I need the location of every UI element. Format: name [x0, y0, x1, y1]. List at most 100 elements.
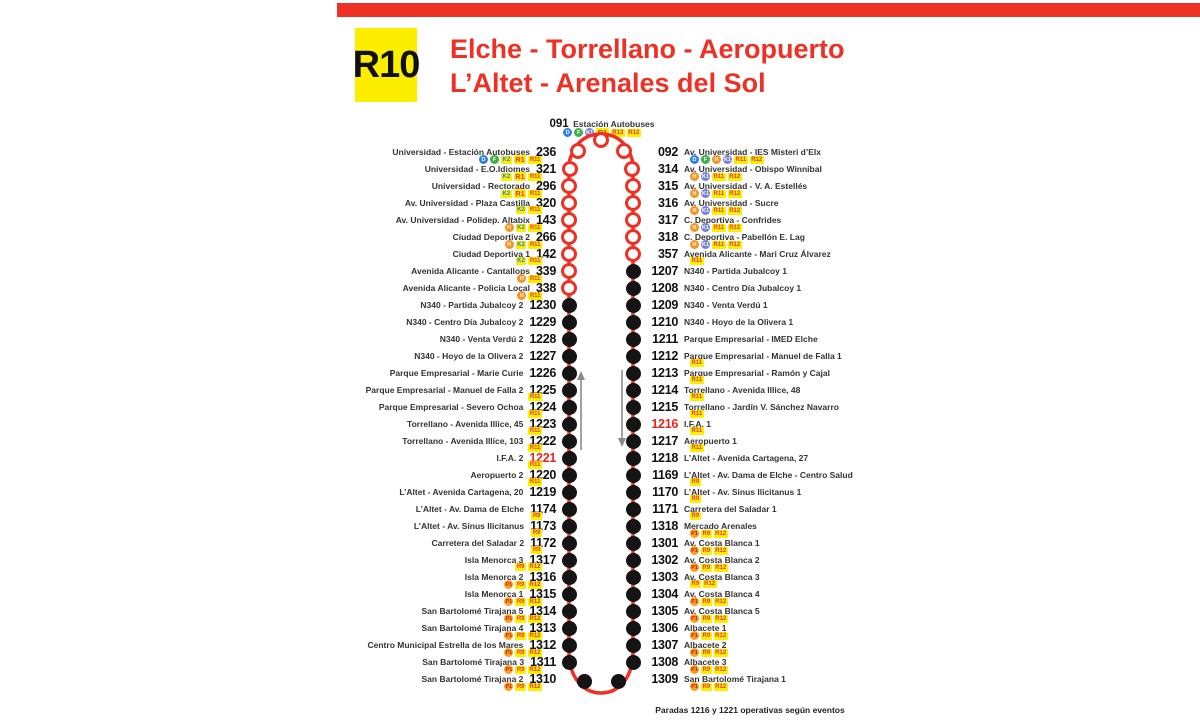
- line-code: R10: [352, 43, 421, 86]
- stop-name: Avenida Alicante - Mari Cruz Álvarez: [684, 249, 831, 259]
- line-badge-r11: R11: [528, 172, 542, 181]
- stop-number: 1230: [529, 298, 556, 312]
- line-badge-r12: R12: [713, 665, 728, 674]
- badge-row: P1 R9 R12: [690, 665, 728, 674]
- stop-number: 315: [658, 179, 678, 193]
- badge-row: K2 R11: [515, 257, 542, 265]
- line-badge-r12: R12: [527, 580, 542, 589]
- stop-row-1229: N340 - Centro Día Jubalcoy 2 1229: [300, 313, 556, 331]
- stop-number: 092: [658, 145, 678, 159]
- stop-name: Torrellano - Avenida Illice, 103: [402, 436, 524, 446]
- stop-name: Parque Empresarial - Manuel de Falla 2: [365, 385, 524, 395]
- stop-row-1217: 1217 Aeropuerto 1 R11: [646, 432, 986, 452]
- stop-row-1174: L’Altet - Av. Dama de Elche 1174 R9: [300, 500, 556, 520]
- stop-name: C. Deportiva - Pabellón E. Lag: [684, 232, 805, 242]
- stop-row-357: 357 Avenida Alicante - Mari Cruz Álvarez R…: [646, 245, 986, 265]
- stop-row-1220: Aeropuerto 2 1220 R11: [300, 466, 556, 486]
- stop-name: Torrellano - Avenida Illice, 48: [684, 385, 801, 395]
- line-badge-p1: P1: [690, 648, 699, 657]
- stop-node-1306: [625, 620, 641, 636]
- line-badge-r11: R11: [712, 189, 726, 198]
- line-badge-h: H: [504, 240, 514, 249]
- line-badge-k1: K1: [701, 240, 710, 249]
- stop-row-142: Ciudad Deportiva 1 142 K2 R11: [300, 245, 556, 265]
- line-badge-h: H: [690, 206, 699, 215]
- badge-row: R11: [528, 427, 542, 435]
- terminus-name: Estación Autobuses: [573, 119, 655, 129]
- badge-row: P1 R9 R12: [504, 597, 542, 606]
- stop-node-1314: [561, 603, 577, 619]
- stop-node-1208: [625, 280, 641, 296]
- stop-node-1317: [561, 552, 577, 568]
- stop-row-318: 318 C. Deportiva - Pabellón E. Lag H K1 R11 R…: [646, 228, 986, 249]
- stop-name: Isla Menorca 2: [464, 572, 524, 582]
- line-badge-r11: R11: [690, 427, 704, 435]
- stop-node-1313: [561, 620, 577, 636]
- line-badge-r12: R12: [527, 597, 542, 606]
- stop-name: Universidad - Estación Autobuses: [392, 147, 531, 157]
- line-badge-r11: R11: [734, 155, 748, 164]
- stop-number: 1217: [651, 434, 678, 448]
- stop-row-1215: 1215 Torrellano - Jardín V. Sánchez Navar…: [646, 398, 986, 418]
- route-title-line1: Elche - Torrellano - Aeropuerto: [450, 34, 845, 64]
- stop-name: Aeropuerto 1: [684, 436, 737, 446]
- stop-name: C. Deportiva - Confrides: [684, 215, 782, 225]
- stop-number: 1305: [651, 604, 678, 618]
- stop-node-1316: [561, 569, 577, 585]
- stop-name: San Bartolomé Tirajana 2: [421, 674, 524, 684]
- stop-row-1228: N340 - Venta Verdú 2 1228: [300, 330, 557, 348]
- stop-row-1315: Isla Menorca 1 1315 P1 R9 R12: [300, 585, 556, 606]
- line-badge-r9: R9: [690, 580, 701, 588]
- stop-node-315: [625, 178, 641, 194]
- line-code-box: R10: [352, 28, 421, 102]
- line-badge-h: H: [517, 291, 527, 300]
- stop-name: L’Altet - Avenida Cartagena, 20: [399, 487, 524, 497]
- line-badge-r12: R12: [713, 529, 728, 538]
- line-badge-k2: K2: [515, 257, 527, 265]
- stop-row-320: Av. Universidad - Plaza Castilla 320 K2 R11: [300, 194, 556, 214]
- badge-row: P1 R9 R12: [690, 682, 728, 691]
- line-badge-p1: P1: [690, 682, 699, 691]
- line-badge-r9: R9: [701, 648, 712, 657]
- stop-row-1304: 1304 Av. Costa Blanca 4 P1 R9 R12: [646, 585, 986, 606]
- badge-row: R9 R12: [690, 580, 717, 588]
- line-badge-k1: K1: [723, 155, 732, 164]
- stop-number: 1218: [651, 451, 678, 465]
- line-badge-k2: K2: [501, 155, 512, 164]
- badge-row: P1 R9 R12: [690, 529, 728, 538]
- stop-name: I.F.A. 1: [684, 419, 711, 429]
- line-badge-r1: R1: [513, 155, 527, 164]
- line-badge-h: H: [690, 240, 699, 249]
- stop-name: Av. Universidad - Obispo Winnibal: [684, 164, 822, 174]
- stop-name: Ciudad Deportiva 1: [452, 249, 531, 259]
- line-badge-r12: R12: [527, 665, 542, 674]
- line-badge-h: H: [690, 189, 699, 198]
- badge-row: R11: [690, 410, 704, 418]
- stop-row-1301: 1301 Av. Costa Blanca 1 P1 R9 R12: [646, 534, 986, 555]
- footer-note: Paradas 1216 y 1221 operativas según eve…: [655, 705, 845, 715]
- stop-name: Av. Costa Blanca 4: [684, 589, 760, 599]
- badge-row: H K1 R11 R12: [690, 206, 742, 215]
- line-badge-f: F: [701, 155, 710, 164]
- line-badge-k1: K1: [701, 172, 710, 181]
- line-badge-r12: R12: [527, 648, 542, 657]
- line-badge-r9: R9: [515, 682, 526, 691]
- stop-row-1305: 1305 Av. Costa Blanca 5 P1 R9 R12: [646, 602, 986, 623]
- badge-row: R11: [690, 359, 704, 367]
- direction-arrow-down-icon: [618, 370, 626, 447]
- stop-number: 318: [658, 230, 678, 244]
- line-badge-p1: P1: [504, 614, 514, 623]
- stop-number: 1229: [529, 315, 556, 329]
- stop-name: N340 - Venta Verdú 2: [439, 334, 524, 344]
- stop-name: Isla Menorca 1: [464, 589, 524, 599]
- stop-row-1173: L’Altet - Av. Sinus Ilicitanus 1173 R9: [300, 517, 556, 537]
- stop-node-1170: [625, 484, 641, 500]
- stop-name: N340 - Hoyo de la Olivera 2: [414, 351, 524, 361]
- line-badge-f: F: [490, 155, 500, 164]
- badge-row: R9: [690, 478, 701, 486]
- stop-name: Av. Costa Blanca 1: [684, 538, 760, 548]
- stop-node-296: [561, 178, 577, 194]
- stop-node-1222: [561, 433, 577, 449]
- stop-node-314: [624, 161, 640, 177]
- stop-number: 357: [658, 247, 678, 261]
